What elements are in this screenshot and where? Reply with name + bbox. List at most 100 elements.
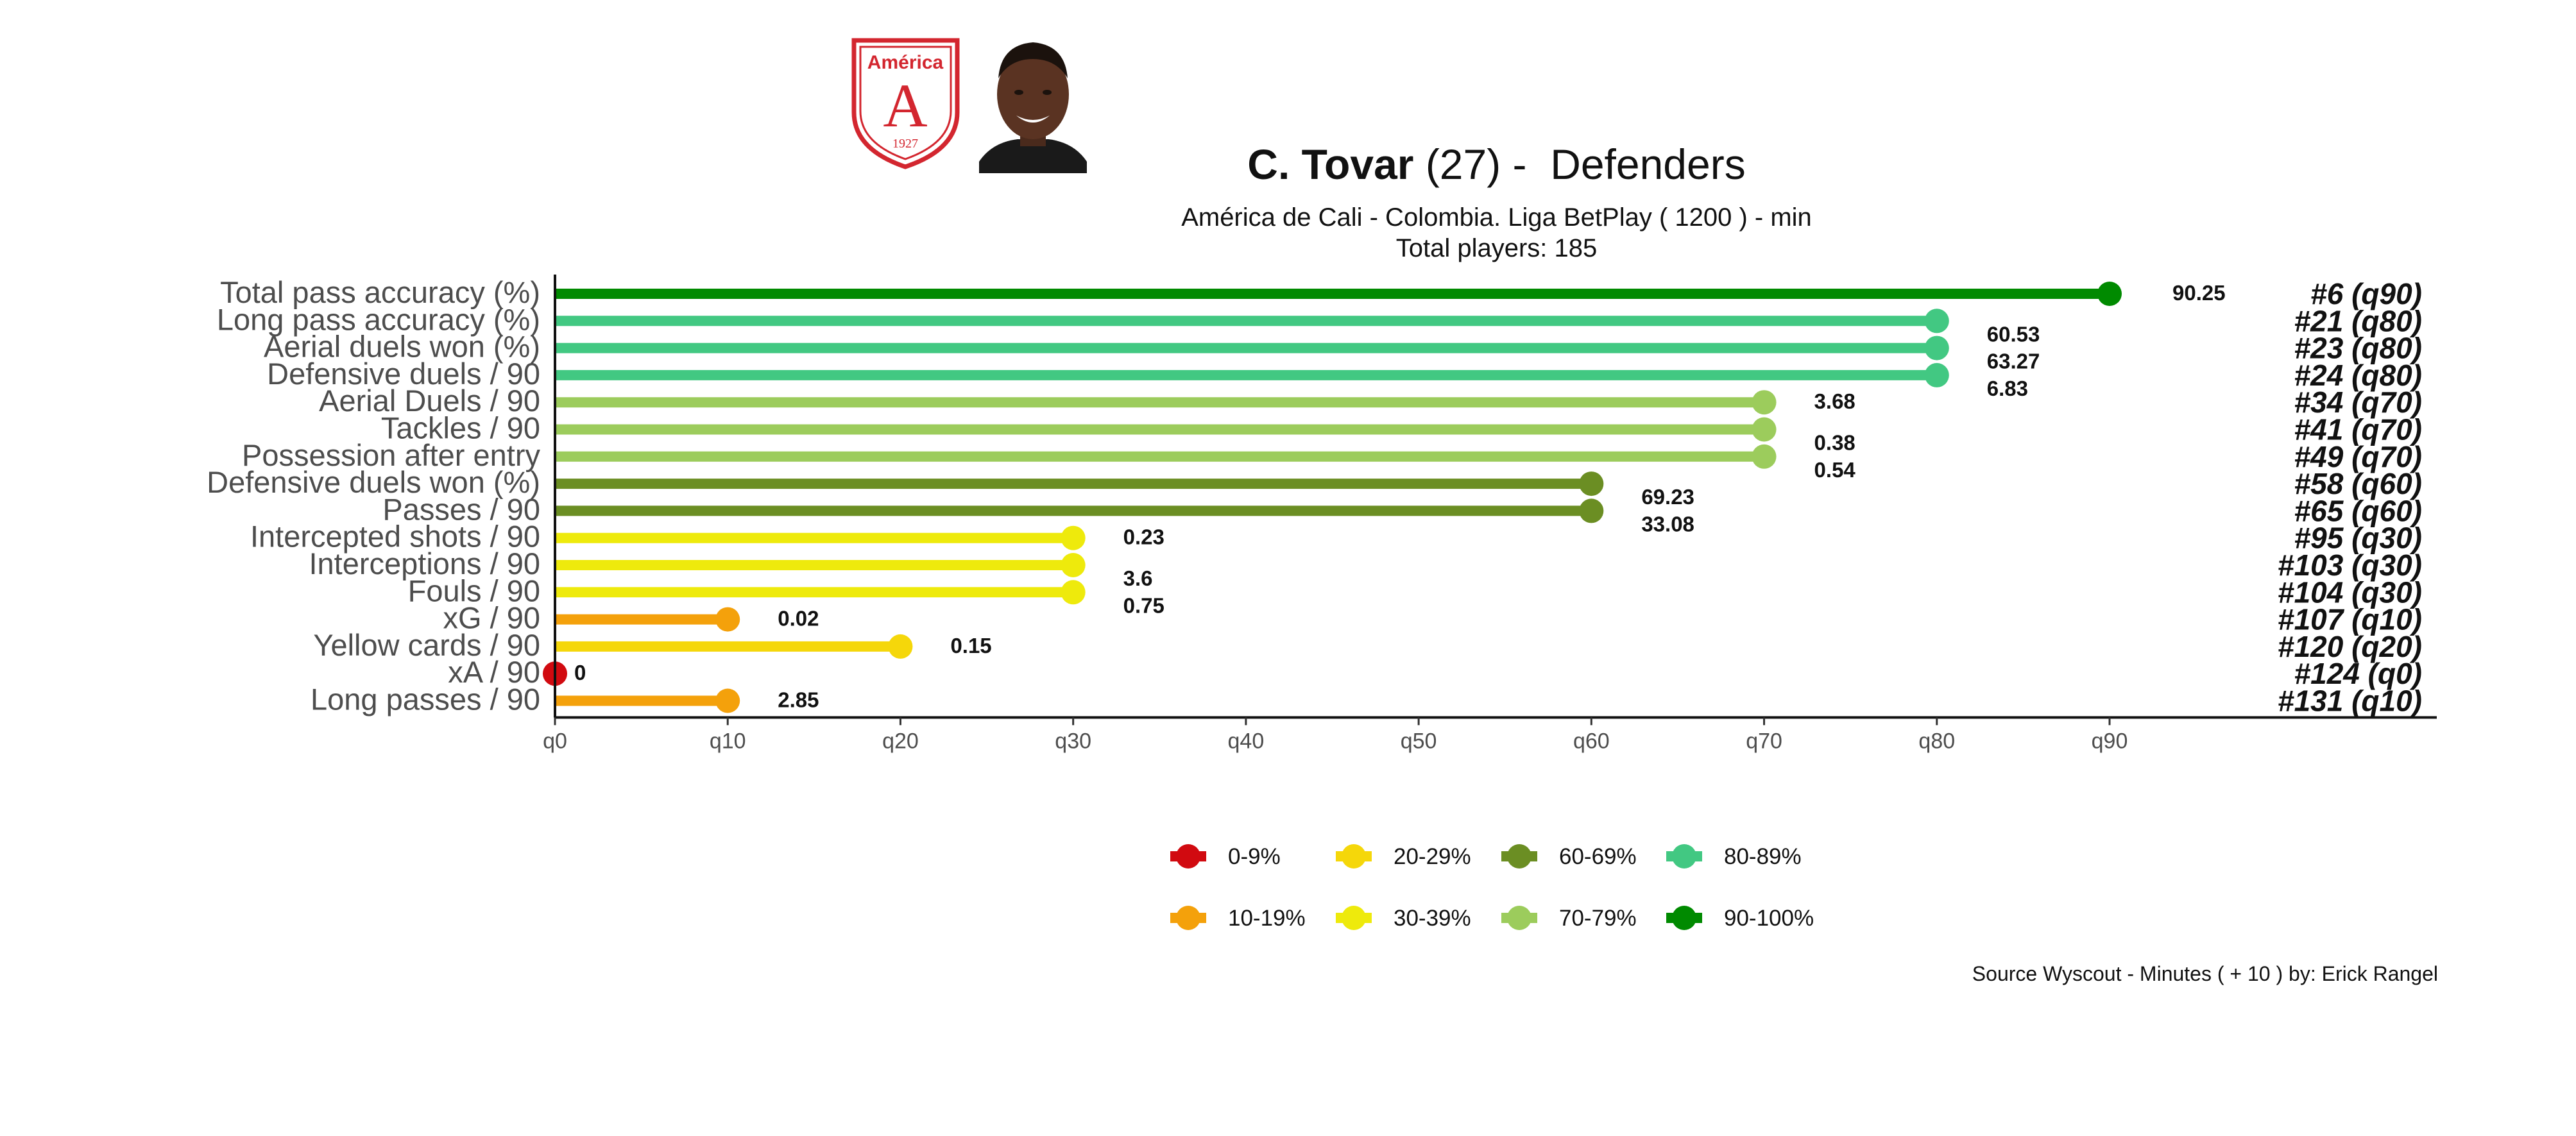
legend-label: 60-69%	[1559, 844, 1637, 869]
metric-label: Interceptions / 90	[309, 547, 540, 581]
chart-title: C. Tovar (27) - Defenders	[0, 140, 2576, 189]
metric-dot	[1061, 525, 1086, 550]
x-tick-label: q50	[1401, 729, 1437, 754]
metric-value-label: 0.23	[1123, 525, 1164, 549]
metric-rank-label: #103 (q30)	[2278, 548, 2422, 582]
metric-rank-label: #124 (q0)	[2294, 657, 2422, 690]
metric-rank-label: #34 (q70)	[2294, 386, 2422, 419]
x-tick-label: q0	[543, 729, 567, 754]
legend-swatch-dot	[1342, 844, 1366, 869]
metric-label: Long passes / 90	[311, 682, 540, 716]
metric-dot	[1752, 417, 1777, 442]
metric-label: Intercepted shots / 90	[250, 520, 540, 554]
legend-label: 80-89%	[1724, 844, 1802, 869]
chart-subtitle: América de Cali - Colombia. Liga BetPlay…	[0, 202, 2576, 264]
metric-dot	[1752, 390, 1777, 415]
metric-dot	[1924, 309, 1949, 334]
x-tick-label: q10	[710, 729, 746, 754]
legend-label: 0-9%	[1228, 844, 1281, 869]
metric-rank-label: #23 (q80)	[2294, 332, 2422, 365]
x-tick-label: q90	[2092, 729, 2128, 754]
metric-rank-label: #65 (q60)	[2294, 494, 2422, 527]
metric-label: Tackles / 90	[381, 411, 540, 445]
x-tick-label: q70	[1746, 729, 1782, 754]
subtitle-total-players: Total players: 185	[1395, 234, 1598, 262]
metric-rank-label: #58 (q60)	[2294, 467, 2422, 500]
metric-value-label: 33.08	[1641, 512, 1694, 536]
legend-swatch-dot	[1176, 844, 1200, 869]
metric-value-label: 0	[574, 661, 586, 684]
metric-rank-label: #104 (q30)	[2278, 575, 2422, 609]
metric-rank-label: #6 (q90)	[2310, 277, 2422, 310]
metric-value-label: 0.15	[950, 634, 991, 657]
subtitle-team-league: América de Cali - Colombia. Liga BetPlay…	[1181, 203, 1812, 232]
metric-value-label: 3.6	[1123, 566, 1153, 590]
metric-label: Possession after entry	[242, 438, 540, 472]
legend-swatch-dot	[1672, 906, 1696, 930]
player-name: C. Tovar	[1247, 140, 1414, 188]
source-note: Source Wyscout - Minutes ( + 10 ) by: Er…	[1972, 962, 2438, 985]
metric-dot	[1924, 362, 1949, 387]
metric-dot	[1579, 471, 1604, 496]
metric-rank-label: #49 (q70)	[2294, 440, 2422, 473]
legend-swatch-dot	[1507, 906, 1531, 930]
legend-swatch-dot	[1507, 844, 1531, 869]
metric-dot	[888, 634, 913, 659]
metric-value-label: 3.68	[1814, 389, 1855, 413]
metric-rank-label: #24 (q80)	[2294, 359, 2422, 392]
metric-label: Defensive duels / 90	[267, 357, 540, 391]
metric-dot	[1579, 498, 1604, 523]
metric-label: xA / 90	[448, 655, 540, 689]
metric-label: xG / 90	[443, 601, 540, 635]
metric-rank-label: #95 (q30)	[2294, 521, 2422, 555]
legend-label: 10-19%	[1228, 906, 1306, 931]
metric-rank-label: #107 (q10)	[2278, 603, 2422, 636]
x-tick-label: q40	[1228, 729, 1265, 754]
metric-label: Aerial duels won (%)	[264, 330, 540, 364]
title-separator: -	[1501, 140, 1551, 188]
metric-value-label: 0.02	[778, 607, 819, 631]
x-tick-label: q30	[1055, 729, 1091, 754]
legend-swatch-dot	[1342, 906, 1366, 930]
metric-value-label: 60.53	[1987, 322, 2040, 346]
metric-value-label: 69.23	[1641, 485, 1694, 509]
club-badge: América A 1927	[849, 35, 962, 170]
metric-label: Aerial Duels / 90	[319, 384, 540, 418]
metric-dot	[715, 688, 740, 713]
metric-value-label: 90.25	[2172, 281, 2226, 305]
x-tick-label: q80	[1918, 729, 1955, 754]
metric-value-label: 63.27	[1987, 350, 2040, 373]
legend-label: 20-29%	[1394, 844, 1471, 869]
legend-label: 90-100%	[1724, 906, 1814, 931]
metric-rank-label: #41 (q70)	[2294, 413, 2422, 446]
metric-label: Yellow cards / 90	[313, 628, 540, 662]
metric-dot	[715, 607, 740, 632]
club-badge-letter: A	[883, 71, 927, 140]
metric-label: Fouls / 90	[408, 573, 540, 607]
metric-value-label: 0.75	[1123, 593, 1164, 617]
legend-label: 70-79%	[1559, 906, 1637, 931]
metric-value-label: 2.85	[778, 688, 819, 712]
player-age: (27)	[1425, 140, 1501, 188]
player-position: Defenders	[1550, 140, 1746, 188]
metric-rank-label: #131 (q10)	[2278, 684, 2422, 718]
metric-dot	[1061, 553, 1086, 577]
metric-value-label: 0.54	[1814, 458, 1856, 482]
metric-rank-label: #21 (q80)	[2294, 304, 2422, 337]
metric-value-label: 6.83	[1987, 377, 2028, 400]
metric-label: Defensive duels won (%)	[207, 465, 540, 499]
club-badge-name: América	[867, 52, 944, 73]
x-tick-label: q20	[882, 729, 919, 754]
club-badge-year: 1927	[892, 137, 918, 151]
metric-label: Passes / 90	[382, 492, 540, 526]
metric-dot	[1924, 335, 1949, 360]
metric-dot	[1061, 580, 1086, 605]
legend-swatch-dot	[1176, 906, 1200, 930]
legend-swatch-dot	[1672, 844, 1696, 869]
legend-label: 30-39%	[1394, 906, 1471, 931]
x-tick-label: q60	[1573, 729, 1610, 754]
metric-dot	[1752, 444, 1777, 469]
metric-label: Total pass accuracy (%)	[220, 275, 540, 309]
metric-dot	[2097, 282, 2122, 306]
